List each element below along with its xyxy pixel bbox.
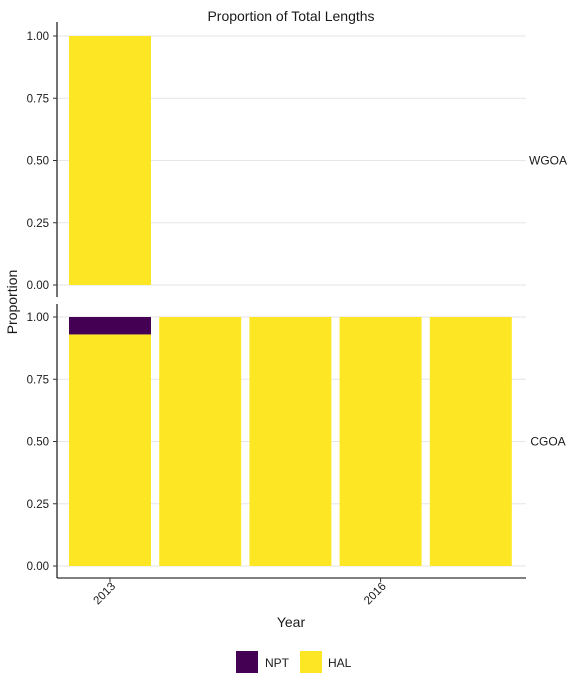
plot-area: 0.00 0.25 0.50 0.75 1.00 WGOA 0.00 0.25 0.50 0.75… xyxy=(27,22,567,607)
bar-hal-2016 xyxy=(339,317,422,566)
bar-hal-2014 xyxy=(159,317,242,566)
legend-label-hal: HAL xyxy=(328,656,352,670)
y-tick-label: 1.00 xyxy=(27,312,49,324)
x-tick-label: 2013 xyxy=(92,581,119,608)
bar-hal-2013 xyxy=(69,334,151,566)
y-tick-label: 0.25 xyxy=(27,499,49,511)
legend-label-npt: NPT xyxy=(265,656,290,670)
y-tick-label: 0.50 xyxy=(27,156,49,168)
facet-strip-label: WGOA xyxy=(529,154,567,168)
y-tick-label: 0.50 xyxy=(27,437,49,449)
facet-panel-wgoa: 0.00 0.25 0.50 0.75 1.00 WGOA xyxy=(27,22,567,297)
y-axis-title: Proportion xyxy=(4,270,20,335)
facet-strip-label: CGOA xyxy=(530,435,565,449)
bar-hal-2013 xyxy=(69,36,151,285)
x-axis-title: Year xyxy=(277,614,306,630)
y-tick-label: 0.75 xyxy=(27,93,49,105)
facet-panel-cgoa: 0.00 0.25 0.50 0.75 1.00 CGOA xyxy=(27,304,566,578)
y-tick-label: 0.00 xyxy=(27,561,49,573)
y-tick-label: 0.00 xyxy=(27,280,49,292)
legend: NPT HAL xyxy=(236,651,352,673)
legend-key-npt xyxy=(236,651,258,673)
chart-title: Proportion of Total Lengths xyxy=(207,8,374,24)
y-tick-label: 0.75 xyxy=(27,374,49,386)
bar-hal-2017 xyxy=(429,317,512,566)
x-tick-label: 2016 xyxy=(362,581,389,608)
y-tick-label: 0.25 xyxy=(27,218,49,230)
bar-npt-2013 xyxy=(69,317,151,335)
y-tick-label: 1.00 xyxy=(27,31,49,43)
bar-hal-2015 xyxy=(249,317,332,566)
legend-key-hal xyxy=(300,651,322,673)
